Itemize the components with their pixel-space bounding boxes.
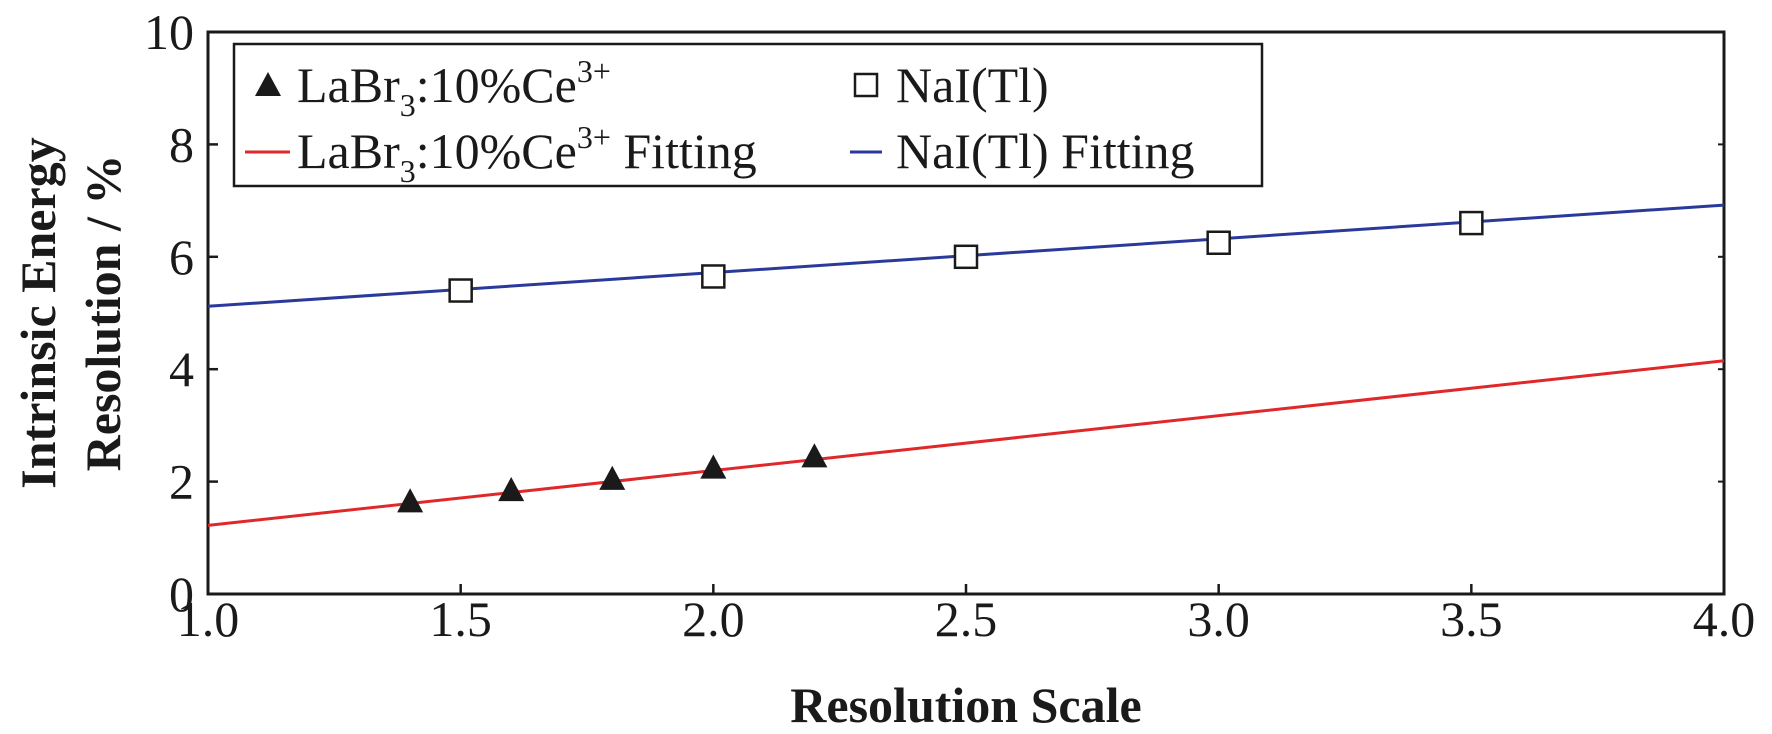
nai-point-1 [701,264,726,289]
legend-marker-labr3 [255,72,281,96]
labr3-point-3 [700,454,727,479]
x-tick-label-5: 3.5 [1440,591,1503,647]
nai-point-4 [1459,210,1484,236]
y-tick-label-4: 8 [169,116,194,172]
legend: LaBr3:10%Ce3+ NaI(Tl) LaBr3:10%Ce3+ Fitt… [232,42,1264,189]
labr3-point-1 [498,477,525,502]
legend-label-nai: NaI(Tl) [896,57,1049,113]
x-axis-title: Resolution Scale [790,677,1141,733]
nai-point-0 [448,278,473,303]
y-tick-label-2: 4 [169,341,194,397]
x-tick-label-1: 1.5 [429,591,492,647]
x-tick-label-6: 4.0 [1693,591,1756,647]
fit-line-2 [207,359,1725,527]
legend-label-labr3: LaBr3:10%Ce3+ [297,53,611,123]
legend-label-labr3-fit: LaBr3:10%Ce3+ Fitting [297,119,757,189]
y-axis-title-line2: Resolution / % [75,155,131,472]
y-tick-label-3: 6 [169,229,194,285]
legend-box [232,42,1264,188]
labr3-point-4 [801,443,828,468]
x-axis-ticks: 1.0 1.5 2.0 2.5 3.0 3.5 4.0 [177,584,1756,647]
labr3-point-0 [397,488,424,513]
y-tick-label-0: 0 [169,566,194,622]
y-axis-title-line1: Intrinsic Energy [10,137,66,488]
legend-marker-nai [853,72,879,98]
x-tick-label-0: 1.0 [177,591,240,647]
nai-point-3 [1206,230,1231,255]
y-axis-ticks: 0 2 4 6 8 10 [144,4,1724,622]
labr3-point-2 [599,465,626,490]
data-markers [397,210,1484,513]
nai-point-2 [953,244,979,270]
x-tick-label-3: 2.5 [935,591,998,647]
legend-label-nai-fit: NaI(Tl) Fitting [896,123,1195,179]
x-tick-label-2: 2.0 [682,591,745,647]
y-tick-label-5: 10 [144,4,194,60]
y-tick-label-1: 2 [169,454,194,510]
x-tick-label-4: 3.0 [1187,591,1250,647]
